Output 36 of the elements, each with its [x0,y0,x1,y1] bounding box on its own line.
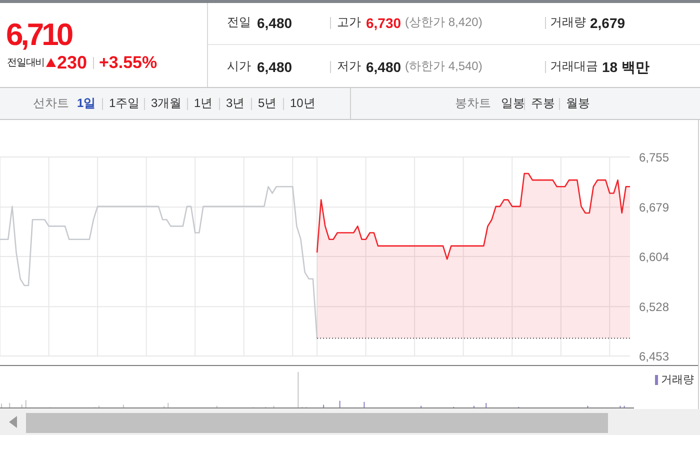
text: 3개월 [151,96,182,111]
text: 고가 [337,15,361,30]
y-tick-label: 6,453 [639,349,670,364]
text: +3.55% [99,53,158,73]
text: 6,480 [257,58,292,76]
y-tick-label: 6,528 [639,300,670,314]
text: 주봉 [531,96,555,111]
y-tick-label: 6,755 [639,150,670,164]
text: 거래량 [550,15,586,30]
text: 봉차트 [455,96,491,111]
y-tick-label: 6,604 [639,250,670,264]
text: 1일 [77,96,96,111]
text: (상한가 8,420) [405,15,482,30]
text: (하한가 4,540) [405,59,482,74]
legend-label: 거래량 [661,373,694,387]
text: 거래대금 [550,59,598,74]
text: 6,710 [6,17,72,53]
text: 일봉 [501,96,525,111]
text: 18 백만 [602,58,650,76]
text: 3년 [226,96,245,111]
text: 저가 [337,59,361,74]
text: 5년 [258,96,277,111]
text: 1주일 [109,96,140,111]
text: 전일대비 [7,57,45,69]
text: 6,480 [366,58,402,76]
text: 230 [57,52,88,74]
text: 6,730 [366,14,402,32]
text: 6,480 [257,14,292,32]
text: 2,679 [590,14,626,32]
y-tick-label: 6,679 [639,200,670,214]
text: 선차트 [33,96,69,111]
text: 시가 [227,59,251,74]
text: 1년 [194,96,213,111]
text: 월봉 [566,96,590,111]
text: 전일 [227,15,251,30]
text: 10년 [290,96,316,111]
